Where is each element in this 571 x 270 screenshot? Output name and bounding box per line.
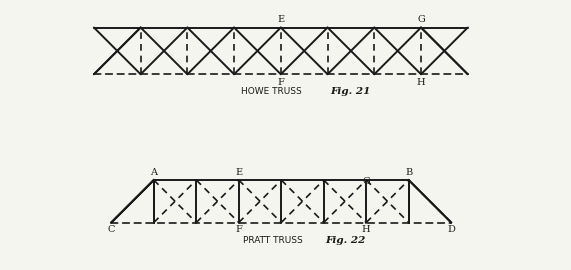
Text: A: A [150,168,157,177]
Text: B: B [405,168,412,177]
Text: Fig. 22: Fig. 22 [325,236,365,245]
Text: E: E [278,15,284,24]
Text: H: H [417,77,425,86]
Text: C: C [108,225,115,234]
Text: E: E [235,168,242,177]
Text: G: G [363,177,370,186]
Text: H: H [362,225,371,234]
Text: PRATT TRUSS: PRATT TRUSS [243,236,303,245]
Text: D: D [447,225,455,234]
Text: F: F [278,77,284,86]
Text: F: F [235,225,242,234]
Text: HOWE TRUSS: HOWE TRUSS [241,87,302,96]
Text: Fig. 21: Fig. 21 [331,87,371,96]
Text: G: G [417,15,425,24]
